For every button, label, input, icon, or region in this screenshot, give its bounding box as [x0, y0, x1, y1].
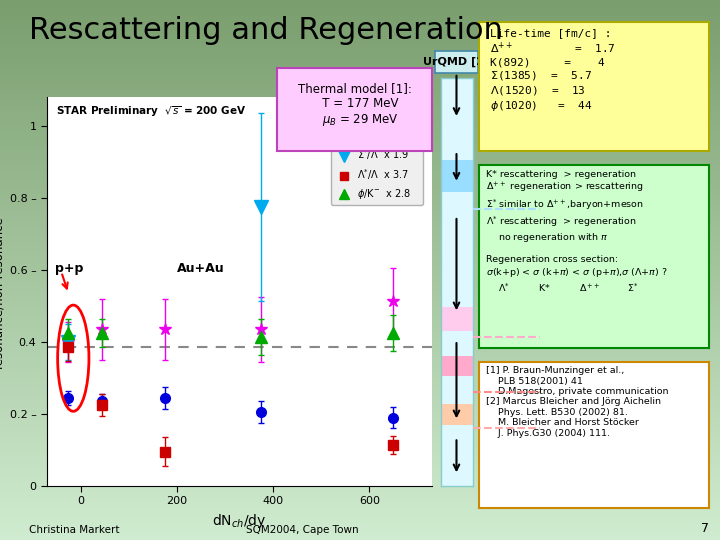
Text: Rescattering and Regeneration: Rescattering and Regeneration	[29, 16, 503, 45]
Text: K* rescattering  > regeneration
$\Delta^{++}$ regeneration > rescattering
$\Sigm: K* rescattering > regeneration $\Delta^{…	[486, 170, 667, 294]
Text: 7: 7	[701, 522, 709, 535]
Bar	[441, 307, 473, 331]
Text: Thermal model [1]:
   T = 177 MeV
   $\mu_B$ = 29 MeV: Thermal model [1]: T = 177 MeV $\mu_B$ =…	[297, 82, 412, 129]
Y-axis label: resonance/non-resonance: resonance/non-resonance	[0, 215, 4, 368]
Bar	[441, 160, 473, 192]
Legend: $\Delta^{++}$/p  x 2.1, K*/K$^{-}$, $\Sigma^{*}/\Lambda$  x 1.9, $\Lambda^{*}/\L: $\Delta^{++}$/p x 2.1, K*/K$^{-}$, $\Sig…	[331, 106, 423, 205]
Text: Au+Au: Au+Au	[177, 262, 225, 275]
X-axis label: dN$_{ch}$/dy: dN$_{ch}$/dy	[212, 512, 266, 530]
Text: STAR Preliminary  $\sqrt{s}$ = 200 GeV: STAR Preliminary $\sqrt{s}$ = 200 GeV	[56, 104, 247, 119]
Text: Life-time [fm/c] :
$\Delta^{++}$         =  1.7
K(892)     =    4
$\Sigma$(1385): Life-time [fm/c] : $\Delta^{++}$ = 1.7 K…	[490, 28, 616, 113]
Text: p+p: p+p	[55, 262, 84, 275]
Text: [1] P. Braun-Munzinger et al.,
    PLB 518(2001) 41
    D.Magestro, private comm: [1] P. Braun-Munzinger et al., PLB 518(2…	[486, 366, 668, 437]
Bar	[441, 355, 473, 376]
Bar	[441, 404, 473, 425]
Text: Christina Markert: Christina Markert	[29, 524, 120, 535]
Text: SQM2004, Cape Town: SQM2004, Cape Town	[246, 524, 359, 535]
Text: UrQMD [2]: UrQMD [2]	[423, 57, 490, 68]
